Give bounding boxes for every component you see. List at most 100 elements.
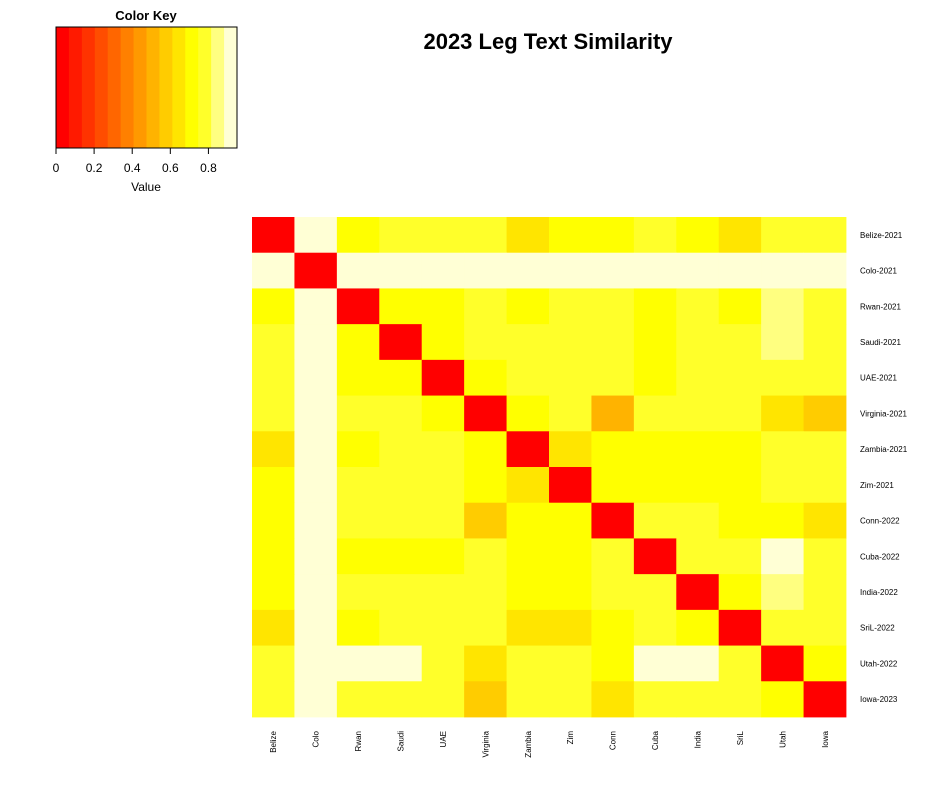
heatmap-cell: [421, 609, 465, 646]
color-key-band: [211, 27, 225, 148]
heatmap-cell: [379, 609, 423, 646]
heatmap-cell: [252, 467, 295, 504]
heatmap-cell: [464, 467, 507, 504]
heatmap-cell: [506, 574, 550, 611]
color-key-band: [94, 27, 109, 148]
heatmap-cell: [294, 574, 338, 611]
heatmap-cell: [718, 288, 762, 325]
heatmap-cell: [676, 574, 720, 611]
heatmap-cell: [252, 359, 295, 396]
heatmap-cell: [803, 538, 847, 575]
heatmap-cell: [591, 645, 635, 682]
heatmap-cell: [549, 288, 592, 325]
color-key-band: [81, 27, 96, 148]
heatmap-cell: [421, 217, 465, 254]
row-label: Iowa-2023: [860, 695, 898, 704]
heatmap-cell: [761, 467, 804, 504]
heatmap-cell: [379, 252, 423, 289]
heatmap-cell: [294, 217, 338, 254]
heatmap-cell: [506, 681, 550, 718]
heatmap-cell: [591, 431, 635, 468]
heatmap-cell: [336, 502, 380, 539]
row-label: Colo-2021: [860, 267, 897, 276]
color-key-band: [146, 27, 160, 148]
color-key-band: [133, 27, 147, 148]
heatmap-cell: [591, 395, 635, 432]
heatmap-cell: [379, 217, 423, 254]
heatmap-cell: [549, 574, 592, 611]
heatmap-cell: [294, 288, 338, 325]
column-label: India: [694, 730, 703, 748]
color-key-band: [198, 27, 212, 148]
heatmap-cell: [761, 645, 804, 682]
heatmap-cell: [718, 645, 762, 682]
heatmap-cell: [761, 431, 804, 468]
heatmap-cell: [464, 252, 507, 289]
heatmap-cell: [591, 217, 635, 254]
heatmap-cell: [549, 502, 592, 539]
heatmap-cell: [336, 645, 380, 682]
heatmap-cell: [761, 574, 804, 611]
heatmap-cell: [803, 359, 847, 396]
heatmap-cell: [379, 681, 423, 718]
row-labels: Belize-2021 Colo-2021 Rwan-2021 Saudi-2021 U…: [860, 231, 908, 704]
heatmap-cell: [336, 609, 380, 646]
heatmap-cell: [633, 252, 677, 289]
heatmap-cell: [294, 538, 338, 575]
column-label: Iowa: [821, 730, 830, 747]
heatmap-cell: [718, 395, 762, 432]
heatmap-cell: [252, 288, 295, 325]
color-key-tick-label: 0.4: [124, 161, 141, 175]
heatmap-cell: [718, 609, 762, 646]
heatmap-cell: [633, 395, 677, 432]
row-label: UAE-2021: [860, 374, 897, 383]
heatmap-cell: [336, 217, 380, 254]
heatmap-cell: [761, 217, 804, 254]
heatmap-cell: [761, 395, 804, 432]
heatmap-cell: [379, 467, 423, 504]
color-key-band: [172, 27, 186, 148]
heatmap-cell: [379, 359, 423, 396]
heatmap-cell: [464, 609, 507, 646]
heatmap-cell: [591, 681, 635, 718]
heatmap-cell: [506, 395, 550, 432]
heatmap-cell: [761, 359, 804, 396]
heatmap-cell: [421, 538, 465, 575]
heatmap-cell: [676, 252, 720, 289]
heatmap-cell: [464, 324, 507, 361]
column-label: Zambia: [524, 730, 533, 757]
heatmap-cell: [803, 431, 847, 468]
heatmap-cell: [252, 609, 295, 646]
heatmap-cell: [676, 324, 720, 361]
heatmap-cell: [718, 359, 762, 396]
heatmap-cell: [761, 324, 804, 361]
heatmap-cell: [633, 681, 677, 718]
heatmap-cell: [718, 217, 762, 254]
heatmap-cell: [803, 395, 847, 432]
heatmap-cell: [549, 217, 592, 254]
heatmap-cell: [379, 395, 423, 432]
heatmap-cell: [633, 574, 677, 611]
heatmap-cell: [591, 467, 635, 504]
heatmap-cell: [591, 324, 635, 361]
heatmap-cell: [718, 538, 762, 575]
heatmap-cell: [633, 645, 677, 682]
heatmap-cell: [718, 252, 762, 289]
heatmap-cell: [379, 645, 423, 682]
chart-title: 2023 Leg Text Similarity: [423, 29, 673, 54]
heatmap-cell: [336, 252, 380, 289]
heatmap-cell: [803, 609, 847, 646]
heatmap-cell: [803, 217, 847, 254]
heatmap-cell: [379, 431, 423, 468]
heatmap-cell: [718, 574, 762, 611]
heatmap-cell: [464, 502, 507, 539]
color-key-band: [107, 27, 122, 148]
heatmap-cell: [591, 288, 635, 325]
heatmap-cell: [252, 574, 295, 611]
heatmap-cell: [676, 502, 720, 539]
row-label: Conn-2022: [860, 517, 900, 526]
color-key-band: [120, 27, 135, 148]
row-label: India-2022: [860, 588, 898, 597]
column-label: Conn: [609, 731, 618, 750]
